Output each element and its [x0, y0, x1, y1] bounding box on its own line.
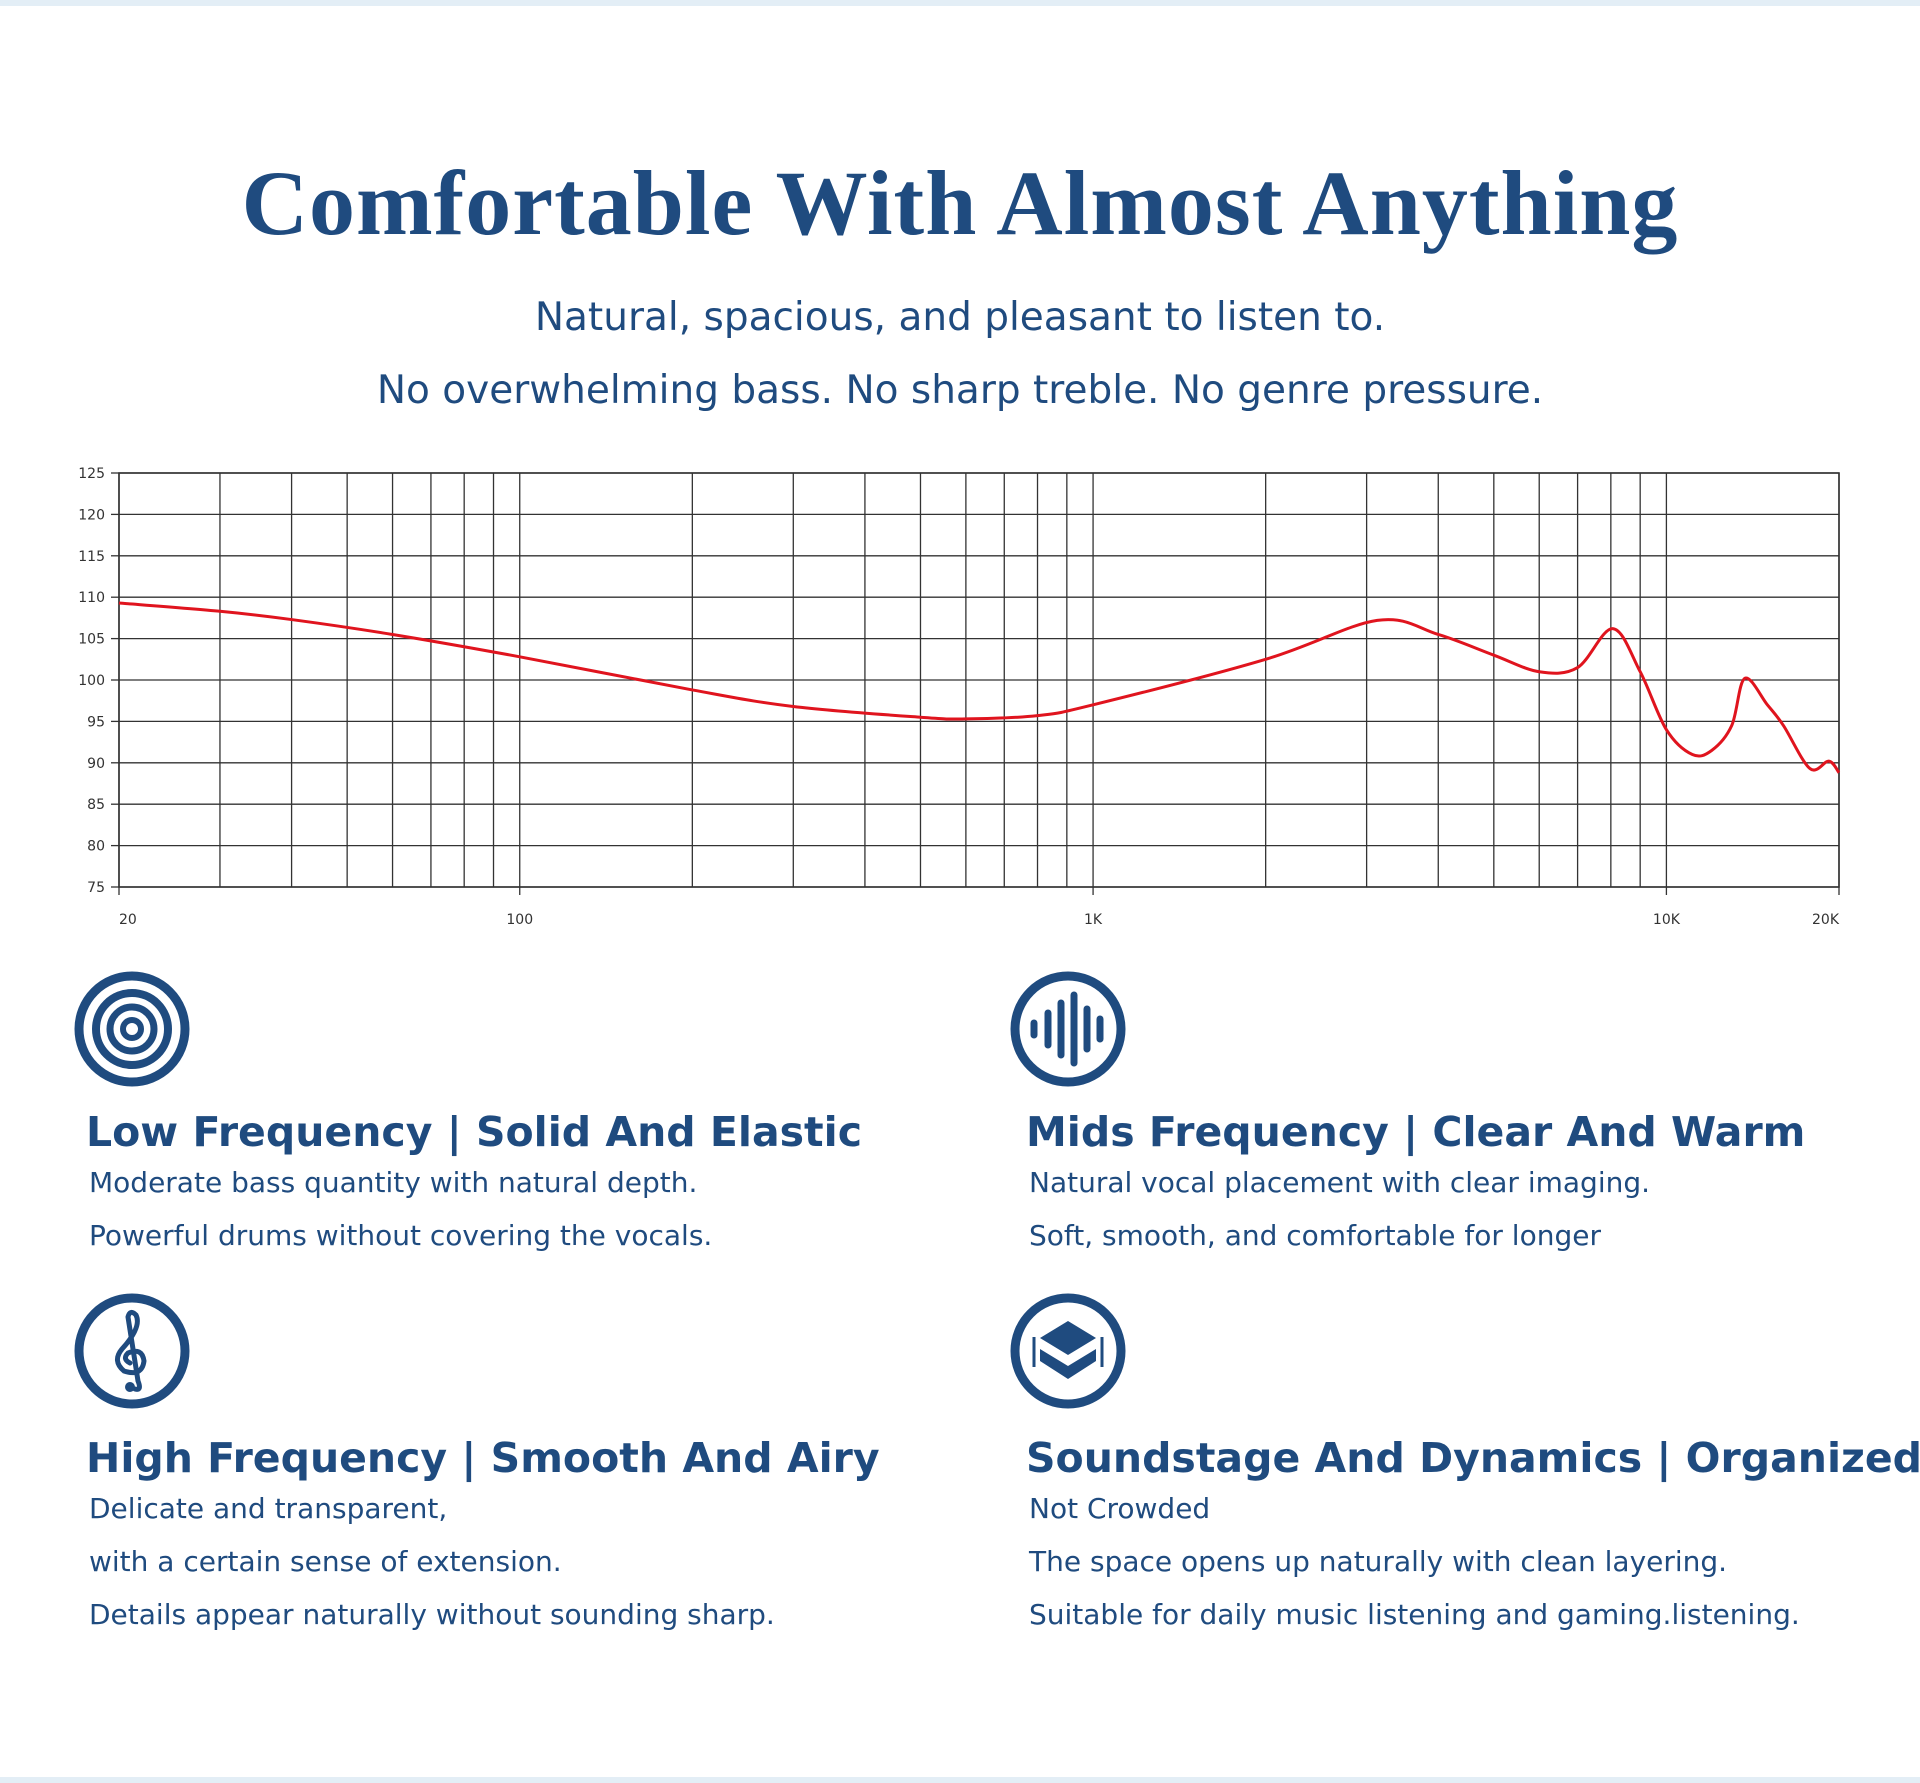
feature: High Frequency | Smooth And Airy Delicat…: [86, 1434, 986, 1641]
feature-text: Not Crowded: [1029, 1492, 1211, 1525]
subtitle: No overwhelming bass. No sharp treble. N…: [376, 368, 1544, 413]
y-tick-label: 110: [78, 590, 105, 606]
x-tick-label: 20: [119, 912, 137, 928]
feature-title: Soundstage And Dynamics | Organized: [1026, 1434, 1920, 1482]
feature-title: Low Frequency | Solid And Elastic: [86, 1108, 862, 1156]
title: Comfortable With Almost Anything: [241, 152, 1679, 254]
icon-high: [74, 1293, 190, 1409]
feature-text: Details appear naturally without soundin…: [89, 1598, 775, 1631]
feature-text: Powerful drums without covering the voca…: [89, 1219, 713, 1252]
x-tick-label: 10K: [1653, 912, 1681, 928]
feature-text: with a certain sense of extension.: [89, 1545, 562, 1578]
subtitle: Natural, spacious, and pleasant to liste…: [534, 295, 1386, 340]
y-tick-label: 125: [78, 466, 105, 482]
feature-text: Suitable for daily music listening and g…: [1029, 1598, 1800, 1631]
feature-text: Delicate and transparent,: [89, 1492, 448, 1525]
y-tick-label: 90: [87, 756, 105, 772]
y-tick-label: 105: [78, 632, 105, 648]
response-curve: [118, 601, 1841, 774]
x-tick-label: 20K: [1812, 912, 1840, 928]
top-strip: [0, 0, 1920, 6]
icon-soundstage: [1010, 1293, 1126, 1409]
chart: 75 80 85 90 95 100 105 110 115 120 125 20 100 1K 10K 20…: [78, 466, 1841, 928]
plot-frame: [118, 472, 1840, 888]
feature-text: Soft, smooth, and comfortable for longer: [1029, 1219, 1601, 1252]
y-tick-label: 115: [78, 549, 105, 565]
y-tick-label: 95: [87, 714, 105, 730]
icon-mids: [1010, 971, 1126, 1087]
x-tick-label: 1K: [1084, 912, 1103, 928]
feature: Soundstage And Dynamics | Organized Not …: [1026, 1434, 1920, 1641]
bottom-strip: [0, 1777, 1920, 1783]
y-tick-label: 120: [78, 507, 105, 523]
feature-text: The space opens up naturally with clean …: [1029, 1545, 1728, 1578]
icon-low: [74, 971, 190, 1087]
y-tick-label: 100: [78, 673, 105, 689]
y-tick-label: 85: [87, 797, 105, 813]
y-tick-label: 75: [87, 880, 105, 896]
feature: Mids Frequency | Clear And Warm Natural …: [1026, 1108, 1920, 1262]
y-tick-label: 80: [87, 839, 105, 855]
feature-title: Mids Frequency | Clear And Warm: [1026, 1108, 1806, 1156]
feature-title: High Frequency | Smooth And Airy: [86, 1434, 880, 1482]
feature-text: Natural vocal placement with clear imagi…: [1029, 1166, 1651, 1199]
feature: Low Frequency | Solid And Elastic Modera…: [86, 1108, 986, 1262]
x-tick-label: 100: [506, 912, 533, 928]
feature-text: Moderate bass quantity with natural dept…: [89, 1166, 698, 1199]
